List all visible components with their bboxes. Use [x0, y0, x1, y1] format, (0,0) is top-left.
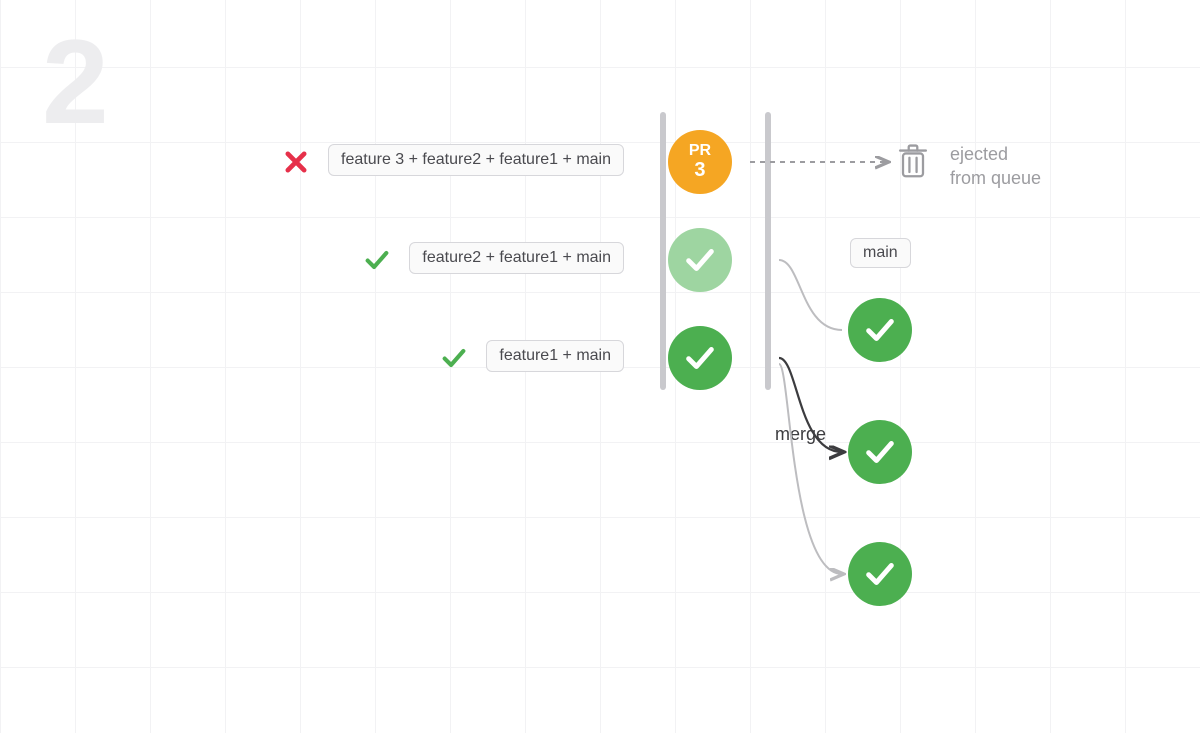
queue-check-circle — [668, 326, 732, 390]
status-pass-icon — [363, 246, 391, 274]
eject-arrow — [750, 152, 899, 172]
status-fail-icon — [282, 148, 310, 176]
status-pass-icon — [440, 344, 468, 372]
merge-curve-r2 — [779, 240, 862, 350]
pr-circle: PR3 — [668, 130, 732, 194]
trash-icon — [895, 142, 931, 182]
queue-bar-left — [660, 112, 666, 390]
merge-arrow-r1b — [779, 344, 862, 594]
combo-pill: feature2 + feature1 + main — [409, 242, 624, 274]
ejected-label: ejected from queue — [950, 142, 1041, 191]
combo-pill: feature1 + main — [486, 340, 624, 372]
queue-check-circle — [668, 228, 732, 292]
diagram-stage: PR3 feature 3 + feature2 + feature1 + mai… — [0, 0, 1200, 733]
combo-pill: feature 3 + feature2 + feature1 + main — [328, 144, 624, 176]
